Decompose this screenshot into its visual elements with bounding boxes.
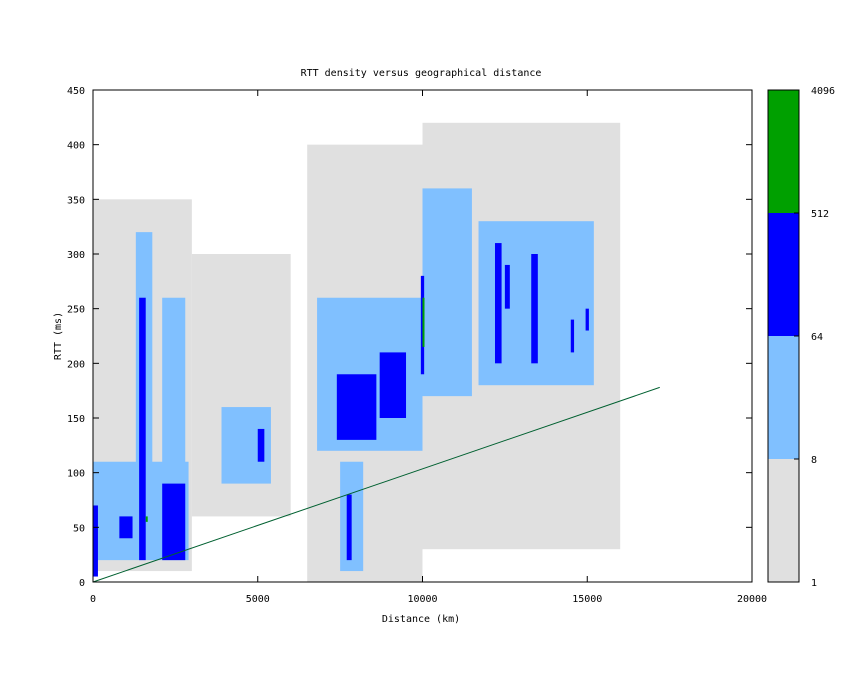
colorbar-tick-label-64: 64 <box>811 332 823 343</box>
density-cell-16 <box>257 428 265 462</box>
density-cell-15 <box>162 483 186 561</box>
y-tick-label-250: 250 <box>67 305 85 316</box>
colorbar-tick-label-1: 1 <box>811 578 817 589</box>
x-axis: 0 5000 10000 15000 20000 <box>90 90 767 605</box>
colorbar-tick-label-512: 512 <box>811 209 829 220</box>
density-cell-17 <box>336 374 377 440</box>
x-tick-label-5000: 5000 <box>246 594 270 605</box>
density-cell-24 <box>570 319 575 353</box>
density-cell-13 <box>119 516 133 539</box>
x-axis-label: Distance (km) <box>382 614 460 625</box>
density-cells <box>93 122 621 582</box>
density-cell-25 <box>585 308 589 331</box>
x-tick-label-20000: 20000 <box>737 594 767 605</box>
density-cell-10 <box>422 188 472 397</box>
density-cell-6 <box>162 297 186 484</box>
density-cell-18 <box>379 352 407 418</box>
density-cell-27 <box>145 516 148 522</box>
y-tick-label-350: 350 <box>67 195 85 206</box>
y-tick-label-0: 0 <box>79 578 85 589</box>
density-cell-22 <box>504 264 510 309</box>
x-tick-label-15000: 15000 <box>572 594 602 605</box>
y-tick-label-400: 400 <box>67 141 85 152</box>
density-cell-23 <box>531 254 538 364</box>
y-tick-label-100: 100 <box>67 469 85 480</box>
y-tick-label-300: 300 <box>67 250 85 261</box>
colorbar-tick-label-8: 8 <box>811 455 817 466</box>
density-cell-14 <box>139 297 146 561</box>
density-cell-21 <box>494 243 502 364</box>
colorbar-band-1 <box>768 336 799 459</box>
chart-title: RTT density versus geographical distance <box>301 68 542 79</box>
density-cell-12 <box>93 505 98 577</box>
colorbar-tick-label-4096: 4096 <box>811 86 835 97</box>
x-tick-label-0: 0 <box>90 594 96 605</box>
y-tick-label-200: 200 <box>67 359 85 370</box>
colorbar: 1 8 64 512 4096 <box>767 86 835 589</box>
x-tick-label-10000: 10000 <box>407 594 437 605</box>
colorbar-band-0 <box>768 459 799 582</box>
y-tick-label-150: 150 <box>67 414 85 425</box>
density-cell-26 <box>422 297 425 347</box>
y-tick-label-50: 50 <box>73 523 85 534</box>
y-axis: 0 50 100 150 200 250 300 350 400 450 <box>67 86 752 589</box>
colorbar-band-2 <box>768 213 799 336</box>
colorbar-band-3 <box>768 90 799 213</box>
y-tick-label-450: 450 <box>67 86 85 97</box>
y-axis-label: RTT (ms) <box>53 312 64 360</box>
density-cell-19 <box>346 494 352 561</box>
reference-line <box>92 386 660 583</box>
